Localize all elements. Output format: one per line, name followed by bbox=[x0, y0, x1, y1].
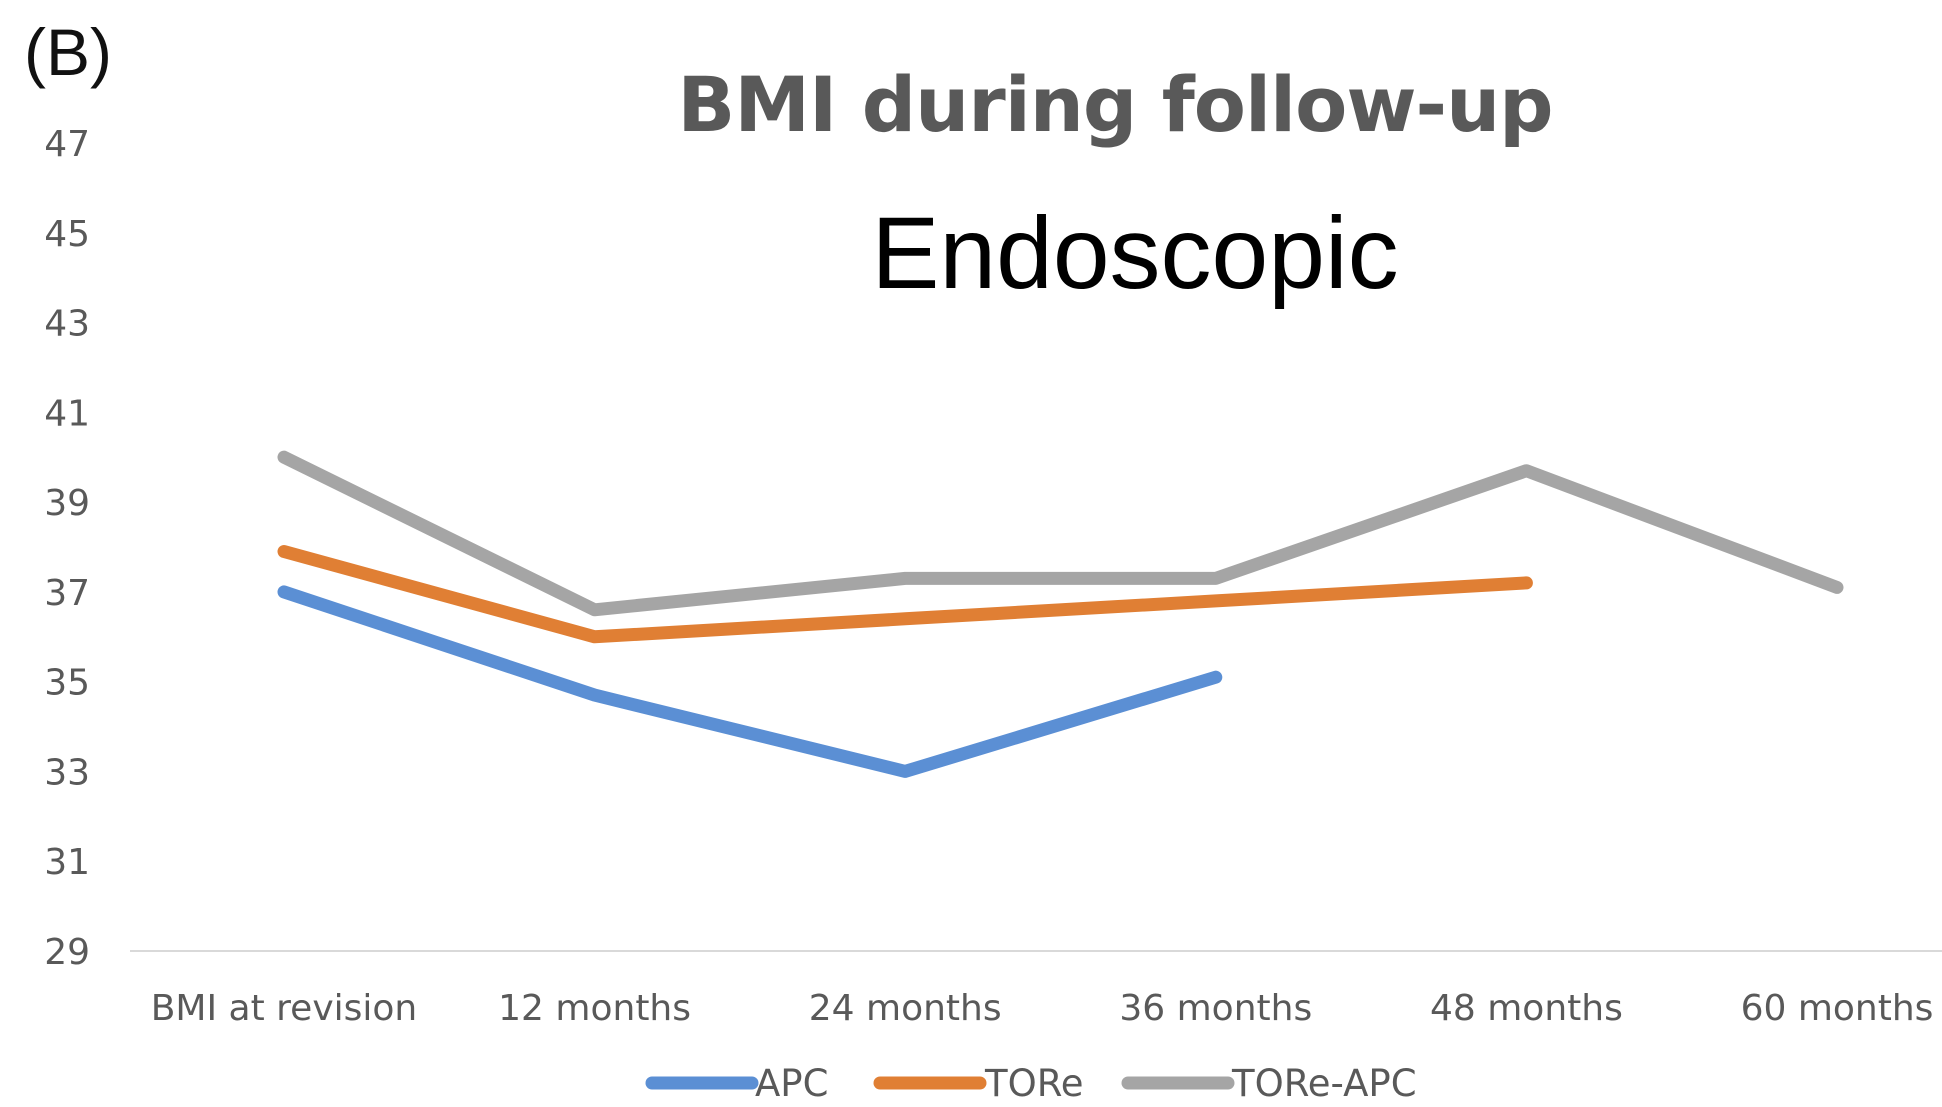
y-tick-label: 47 bbox=[44, 124, 90, 165]
y-tick-label: 45 bbox=[44, 214, 90, 255]
x-tick-label: 12 months bbox=[498, 988, 691, 1029]
chart-title: BMI during follow-up bbox=[677, 60, 1553, 149]
y-tick-label: 33 bbox=[44, 752, 90, 793]
legend-label-apc: APC bbox=[755, 1062, 828, 1105]
x-tick-label: 24 months bbox=[809, 988, 1002, 1029]
series-line-apc bbox=[277, 585, 1223, 778]
y-tick-label: 39 bbox=[44, 483, 90, 524]
x-tick-label: BMI at revision bbox=[151, 988, 418, 1029]
panel-label: (B) bbox=[24, 15, 112, 89]
y-tick-label: 37 bbox=[44, 573, 90, 614]
series-line-tore bbox=[277, 545, 1533, 644]
y-tick-label: 35 bbox=[44, 663, 90, 704]
y-tick-label: 31 bbox=[44, 842, 90, 883]
x-tick-label: 60 months bbox=[1741, 988, 1934, 1029]
x-tick-label: 36 months bbox=[1119, 988, 1312, 1029]
y-tick-label: 43 bbox=[44, 304, 90, 345]
series-line-tore-apc bbox=[277, 450, 1844, 617]
x-tick-label: 48 months bbox=[1430, 988, 1623, 1029]
y-tick-label: 29 bbox=[44, 932, 90, 973]
chart-subtitle: Endoscopic bbox=[871, 196, 1399, 310]
legend-label-tore-apc: TORe-APC bbox=[1231, 1062, 1417, 1105]
legend-label-tore: TORe bbox=[984, 1062, 1084, 1105]
y-tick-label: 41 bbox=[44, 393, 90, 434]
